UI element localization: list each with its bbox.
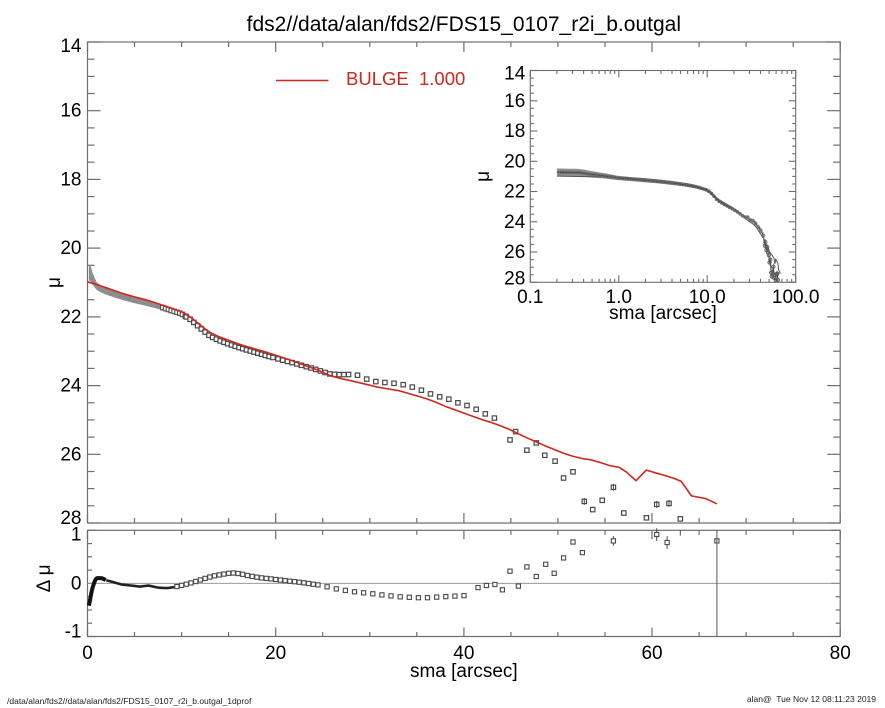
svg-text:14: 14 <box>504 64 526 85</box>
svg-text:28: 28 <box>504 268 525 289</box>
svg-text:26: 26 <box>504 242 525 263</box>
svg-text:28: 28 <box>60 508 81 529</box>
svg-text:μ: μ <box>473 171 494 182</box>
svg-text:100.0: 100.0 <box>772 287 820 308</box>
svg-text:80: 80 <box>830 643 851 664</box>
svg-text:0: 0 <box>82 643 93 664</box>
svg-text:BULGE 1.000: BULGE 1.000 <box>346 68 465 89</box>
svg-text:alan@ Tue Nov 12 08:11:23 201: alan@ Tue Nov 12 08:11:23 2019 <box>747 694 876 704</box>
svg-text:0.1: 0.1 <box>517 287 543 308</box>
svg-text:0: 0 <box>71 573 82 594</box>
svg-text:18: 18 <box>504 121 525 142</box>
svg-text:10.0: 10.0 <box>689 287 726 308</box>
svg-text:22: 22 <box>60 307 81 328</box>
svg-text:16: 16 <box>60 101 81 122</box>
svg-text:/data/alan/fds2//data/alan/fds: /data/alan/fds2//data/alan/fds2/FDS15_01… <box>7 696 252 706</box>
svg-text:26: 26 <box>60 444 81 465</box>
svg-text:Δ μ: Δ μ <box>34 564 55 592</box>
svg-text:-1: -1 <box>65 622 82 643</box>
svg-text:sma [arcsec]: sma [arcsec] <box>410 661 518 682</box>
svg-text:sma [arcsec]: sma [arcsec] <box>609 303 717 324</box>
svg-text:20: 20 <box>504 151 525 172</box>
svg-text:16: 16 <box>504 91 525 112</box>
svg-text:24: 24 <box>60 376 82 397</box>
svg-text:18: 18 <box>60 169 81 190</box>
svg-text:40: 40 <box>453 643 474 664</box>
svg-text:22: 22 <box>504 182 525 203</box>
svg-text:1.0: 1.0 <box>606 287 632 308</box>
svg-text:20: 20 <box>265 643 286 664</box>
svg-text:14: 14 <box>60 36 82 57</box>
svg-text:1: 1 <box>71 524 82 545</box>
svg-text:60: 60 <box>641 643 662 664</box>
svg-text:20: 20 <box>60 238 81 259</box>
svg-text:fds2//data/alan/fds2/FDS15_010: fds2//data/alan/fds2/FDS15_0107_r2i_b.ou… <box>247 13 681 36</box>
svg-text:24: 24 <box>504 212 526 233</box>
svg-text:μ: μ <box>44 277 65 288</box>
